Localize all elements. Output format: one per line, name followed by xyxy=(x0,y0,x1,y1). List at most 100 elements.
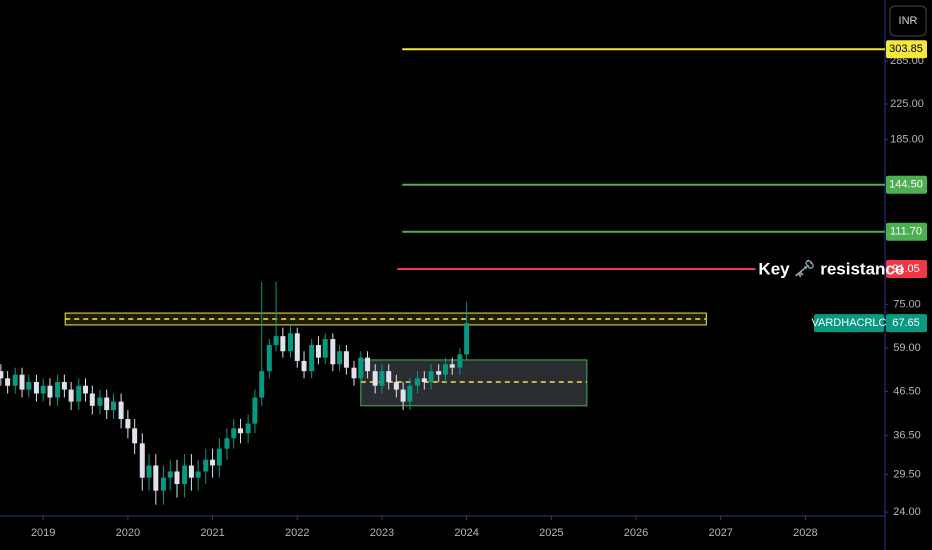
symbol-label-box xyxy=(814,314,884,333)
x-tick-label: 2028 xyxy=(793,527,817,539)
currency-label[interactable]: INR xyxy=(899,15,918,27)
candle-body xyxy=(61,381,67,390)
x-tick-label: 2024 xyxy=(454,527,478,539)
candle-body xyxy=(287,333,293,352)
last-price-box xyxy=(886,314,927,333)
candle-body xyxy=(224,438,230,449)
level-label-box xyxy=(886,40,927,59)
candle-body xyxy=(358,357,364,379)
y-tick-label: 29.50 xyxy=(893,468,921,480)
candle-body xyxy=(372,371,378,386)
candle-body xyxy=(76,385,82,402)
candle-body xyxy=(280,336,286,352)
candle-body xyxy=(301,360,307,372)
candle-body xyxy=(210,459,216,466)
candle-body xyxy=(245,423,251,434)
candle-body xyxy=(400,389,406,402)
candle-body xyxy=(33,381,39,394)
candle-body xyxy=(97,397,103,406)
candle-body xyxy=(407,385,413,402)
candle-body xyxy=(294,333,300,361)
candle-body xyxy=(309,345,315,372)
candle-body xyxy=(379,371,385,386)
x-tick-label: 2025 xyxy=(539,527,563,539)
candle-body xyxy=(351,367,357,379)
candle-body xyxy=(393,381,399,390)
candle-body xyxy=(132,428,138,444)
candle-body xyxy=(259,371,265,398)
level-label: 91.05 xyxy=(892,263,920,275)
x-tick-label: 2020 xyxy=(116,527,140,539)
candle-body xyxy=(167,471,173,478)
candle-body xyxy=(273,336,279,346)
y-tick-label: 46.50 xyxy=(893,385,921,397)
candle-body xyxy=(216,448,222,466)
candle-body xyxy=(231,428,237,439)
candle-body xyxy=(188,465,194,478)
candle-body xyxy=(442,364,448,375)
candle-body xyxy=(40,385,46,394)
candle-body xyxy=(337,351,343,365)
x-tick-label: 2027 xyxy=(708,527,732,539)
candle-body xyxy=(449,364,455,368)
candle-body xyxy=(315,345,321,358)
candle-body xyxy=(464,323,470,355)
y-tick-label: 225.00 xyxy=(890,98,924,110)
x-tick-label: 2026 xyxy=(624,527,648,539)
x-tick-label: 2023 xyxy=(370,527,394,539)
candle-body xyxy=(428,371,434,382)
candle-body xyxy=(125,419,131,429)
y-tick-label: 36.50 xyxy=(893,430,921,442)
candle-body xyxy=(153,465,159,491)
candle-body xyxy=(89,393,95,406)
candle-body xyxy=(238,428,244,434)
candle-body xyxy=(195,471,201,478)
annotation: Key 🗝️ resistance xyxy=(758,259,904,278)
candle-body xyxy=(322,339,328,358)
currency-button[interactable] xyxy=(889,5,927,37)
level-label-box xyxy=(886,175,927,194)
x-tick-label: 2022 xyxy=(285,527,309,539)
candle-body xyxy=(110,401,116,411)
y-tick-label: 75.00 xyxy=(893,298,921,310)
candle-body xyxy=(5,378,11,386)
symbol-label: VARDHACRLC xyxy=(812,317,887,329)
candle-body xyxy=(436,371,442,375)
level-label-box xyxy=(886,259,927,278)
candle-body xyxy=(55,381,61,398)
candle-body xyxy=(118,401,124,420)
y-tick-label: 185.00 xyxy=(890,134,924,146)
candle-body xyxy=(415,378,421,386)
candle-body xyxy=(343,351,349,368)
last-price-label: 67.65 xyxy=(892,317,920,329)
candle-body xyxy=(203,459,209,472)
candle-body xyxy=(160,477,166,491)
candle-body xyxy=(182,465,188,485)
level-label-box xyxy=(886,222,927,241)
level-label: 111.70 xyxy=(890,226,922,238)
candle-body xyxy=(0,371,4,379)
level-label: 303.85 xyxy=(889,43,923,55)
candle-body xyxy=(12,374,18,386)
candle-body xyxy=(104,397,110,411)
candle-body xyxy=(330,339,336,365)
candle-body xyxy=(83,385,89,394)
candle-body xyxy=(19,374,25,390)
y-tick-label: 59.00 xyxy=(893,342,921,354)
x-tick-label: 2019 xyxy=(31,527,55,539)
x-tick-label: 2021 xyxy=(200,527,224,539)
candle-body xyxy=(421,378,427,382)
level-label: 144.50 xyxy=(889,179,923,191)
candle-body xyxy=(139,443,145,478)
candle-body xyxy=(146,465,152,478)
candle-body xyxy=(266,345,272,372)
candle-body xyxy=(365,357,371,372)
candle-body xyxy=(174,471,180,485)
candle-body xyxy=(252,397,258,424)
candle-body xyxy=(47,385,53,398)
y-tick-label: 24.00 xyxy=(893,506,921,518)
candle-body xyxy=(26,381,32,390)
candle-body xyxy=(457,354,463,368)
